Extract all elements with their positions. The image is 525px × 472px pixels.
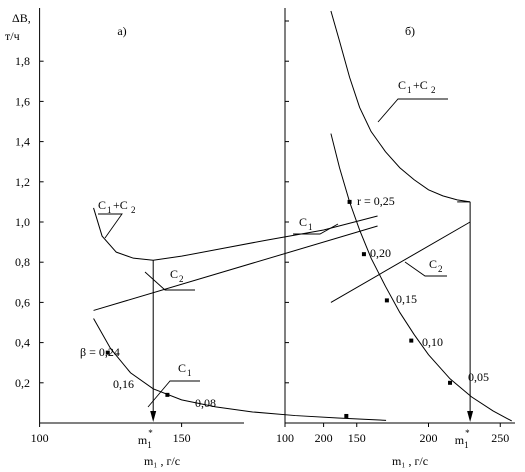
panel-2-series-c2-label-sub: 2	[438, 264, 443, 274]
panel-1-series-C1-line	[93, 318, 387, 421]
panel-2-x-tick-label: 150	[348, 431, 366, 445]
panel-1-series-sum-label-b: +C	[113, 198, 128, 212]
panel-1-series-sum-label: C	[98, 198, 106, 212]
panel-1-series-c1-label-sub: 1	[187, 368, 192, 378]
panel-2-series-sum-leader	[377, 98, 448, 123]
panel-2-series-C1+C2-line	[330, 10, 471, 203]
panel-2-point-label: 0,10	[422, 335, 443, 349]
panel-1-y-tick-label: 0,4	[15, 336, 30, 350]
panel-1-series-C1+C2-line	[93, 207, 378, 261]
panel-2-optimum-label-sup: *	[465, 428, 470, 438]
panel-2-series-c2-leader	[404, 261, 447, 277]
panel-1-x-axis-label: m₁ , г/с	[144, 454, 180, 468]
panel-1-y-tick-label: 1,2	[15, 175, 30, 189]
panel-1-point-label: 0,16	[113, 377, 134, 391]
panel-1-optimum-label-sub: 1	[147, 440, 152, 450]
panel-1-y-tick-label: 1,4	[15, 135, 30, 149]
panel-2-series-C2-line	[330, 221, 471, 303]
panel-2-point-label: 0,20	[370, 246, 391, 260]
panel-2-x-tick-label: 250	[491, 431, 509, 445]
panel-2-optimum-label-sub: 1	[464, 440, 469, 450]
panel-1-series-sum-label-sub: 1	[107, 205, 112, 215]
panel-1-point-label: 0,08	[195, 396, 216, 410]
panel-1-x-tick-label: 150	[173, 431, 191, 445]
panel-2-series-sum-label-sub-b: 2	[431, 85, 436, 95]
panel-1-y-tick-label: 1,0	[15, 215, 30, 229]
panel-1-y-axis-label: ΔB,	[12, 11, 31, 25]
panel-1-x-tick-label: 200	[315, 431, 333, 445]
panel-1-panel-label: а)	[117, 24, 126, 38]
panel-1-series-sum-label-sub-b: 2	[131, 205, 136, 215]
panel-1-series-c2-label-sub: 2	[179, 274, 184, 284]
panel-2-panel-label: б)	[405, 24, 415, 38]
panel-2-optimum-label: m	[455, 433, 465, 447]
panel-1-y-axis-unit: т/ч	[5, 29, 20, 43]
panel-1-y-tick-label: 0,8	[15, 255, 30, 269]
panel-2-series-c2-label: C	[429, 257, 437, 271]
panel-2-optimum-arrow	[467, 411, 474, 422]
panel-1-optimum-label: m	[138, 433, 148, 447]
panel-2-x-tick-label: 200	[420, 431, 438, 445]
panel-1-series-c1-label: C	[178, 361, 186, 375]
panel-1-series-c2-label: C	[170, 267, 178, 281]
panel-2-x-axis-label: m₁ , г/с	[392, 454, 428, 468]
panel-1-point-marker	[105, 350, 110, 355]
panel-1-series-c1-leader	[147, 380, 200, 408]
panel-2-series-c1-leader	[293, 223, 339, 235]
panel-2-series-sum-label: C	[398, 78, 406, 92]
panel-2-series-sum-label-sub: 1	[407, 85, 412, 95]
panel-2-point-marker	[347, 199, 352, 204]
panel-1-x-tick-label: 100	[31, 431, 49, 445]
panel-1-y-tick-label: 0,6	[15, 295, 30, 309]
panel-2-point-label: r = 0,25	[357, 194, 395, 208]
panel-2-point-label: 0,15	[396, 292, 417, 306]
panel-1-y-tick-label: 1,6	[15, 94, 30, 108]
panel-2-point-marker	[384, 298, 389, 303]
panel-1-point-label: β = 0,24	[80, 345, 120, 359]
panel-2-series-c1-label-sub: 1	[308, 222, 313, 232]
panel-2-point-marker	[448, 380, 453, 385]
panel-2-point-label: 0,05	[468, 370, 489, 384]
panel-1-point-marker	[344, 413, 349, 418]
panel-1-series-sum-leader	[98, 213, 123, 239]
panel-2-series-c1-label: C	[299, 215, 307, 229]
panel-1-optimum-label-sup: *	[148, 428, 153, 438]
panel-1-y-tick-label: 0,2	[15, 376, 30, 390]
panel-1-y-tick-label: 1,8	[15, 54, 30, 68]
panel-1-optimum-arrow	[150, 411, 157, 422]
panel-1-point-marker	[165, 392, 170, 397]
panel-2-x-tick-label: 100	[276, 431, 294, 445]
panel-1-series-C2-line	[93, 225, 378, 311]
panel-2-point-marker	[361, 252, 366, 257]
panel-2-series-sum-label-b: +C	[413, 78, 428, 92]
panel-1-series-c2-leader	[144, 271, 195, 291]
panel-2-point-marker	[409, 338, 414, 343]
